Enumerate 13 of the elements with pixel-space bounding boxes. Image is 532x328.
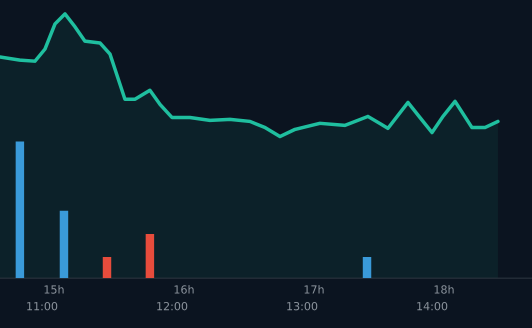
x-tick-label: 14:00 [417, 302, 448, 310]
bar [60, 210, 68, 278]
x2-tick-label: 17h [304, 285, 324, 294]
bar [102, 257, 112, 278]
bar [146, 234, 154, 278]
x2-tick-label: 18h [434, 285, 454, 294]
x-tick-label: 12:00 [157, 302, 188, 310]
x-tick-label: 11:00 [27, 302, 58, 310]
x2-tick-label: 16h [174, 285, 194, 294]
x-tick-label: 13:00 [287, 302, 318, 310]
x2-tick-label: 15h [44, 285, 64, 294]
bar [16, 142, 24, 278]
bar [362, 257, 372, 278]
